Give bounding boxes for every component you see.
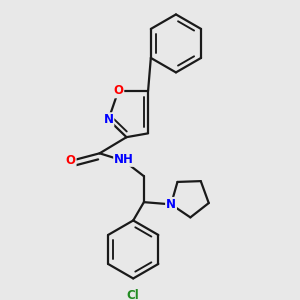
Text: O: O: [113, 84, 123, 98]
Text: Cl: Cl: [127, 289, 140, 300]
Text: NH: NH: [114, 153, 134, 166]
Text: N: N: [166, 198, 176, 211]
Text: N: N: [103, 113, 113, 126]
Text: O: O: [66, 154, 76, 167]
